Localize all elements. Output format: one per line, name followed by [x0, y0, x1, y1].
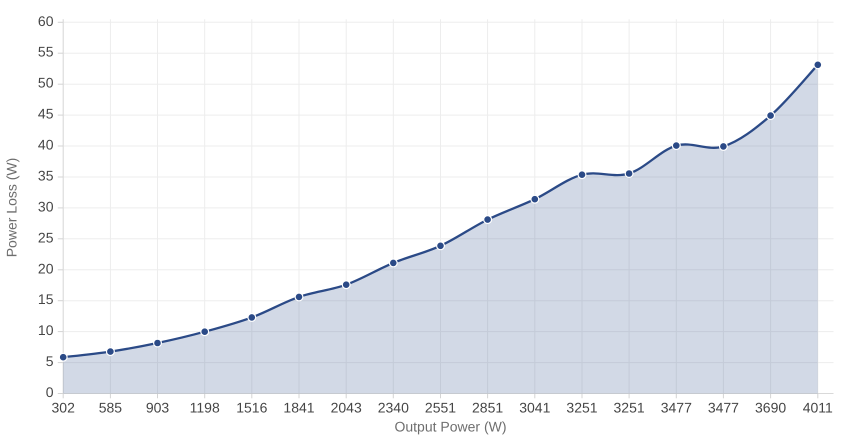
svg-text:3690: 3690	[755, 400, 786, 416]
svg-text:3251: 3251	[566, 400, 597, 416]
svg-text:3251: 3251	[614, 400, 645, 416]
svg-text:4011: 4011	[803, 400, 833, 416]
svg-text:1198: 1198	[190, 400, 220, 416]
svg-text:302: 302	[52, 400, 76, 416]
svg-text:2043: 2043	[331, 400, 362, 416]
svg-text:0: 0	[46, 384, 54, 400]
svg-text:40: 40	[38, 137, 54, 153]
svg-text:3477: 3477	[708, 400, 739, 416]
svg-text:30: 30	[38, 198, 54, 214]
svg-text:35: 35	[38, 168, 54, 184]
svg-text:20: 20	[38, 260, 54, 276]
svg-text:903: 903	[146, 400, 170, 416]
svg-text:5: 5	[46, 353, 54, 369]
svg-text:2551: 2551	[425, 400, 456, 416]
svg-text:45: 45	[38, 106, 54, 122]
svg-text:10: 10	[38, 322, 54, 338]
svg-text:15: 15	[38, 291, 54, 307]
svg-text:2340: 2340	[378, 400, 409, 416]
svg-text:1841: 1841	[283, 400, 314, 416]
svg-text:50: 50	[38, 75, 54, 91]
svg-text:Output Power (W): Output Power (W)	[394, 419, 506, 435]
svg-text:55: 55	[38, 44, 54, 60]
svg-text:1516: 1516	[236, 400, 267, 416]
svg-text:3477: 3477	[661, 400, 692, 416]
svg-text:585: 585	[99, 400, 123, 416]
svg-text:2851: 2851	[472, 400, 503, 416]
svg-text:60: 60	[38, 13, 54, 29]
svg-text:Power Loss (W): Power Loss (W)	[4, 158, 20, 258]
svg-text:25: 25	[38, 229, 54, 245]
svg-text:3041: 3041	[519, 400, 550, 416]
